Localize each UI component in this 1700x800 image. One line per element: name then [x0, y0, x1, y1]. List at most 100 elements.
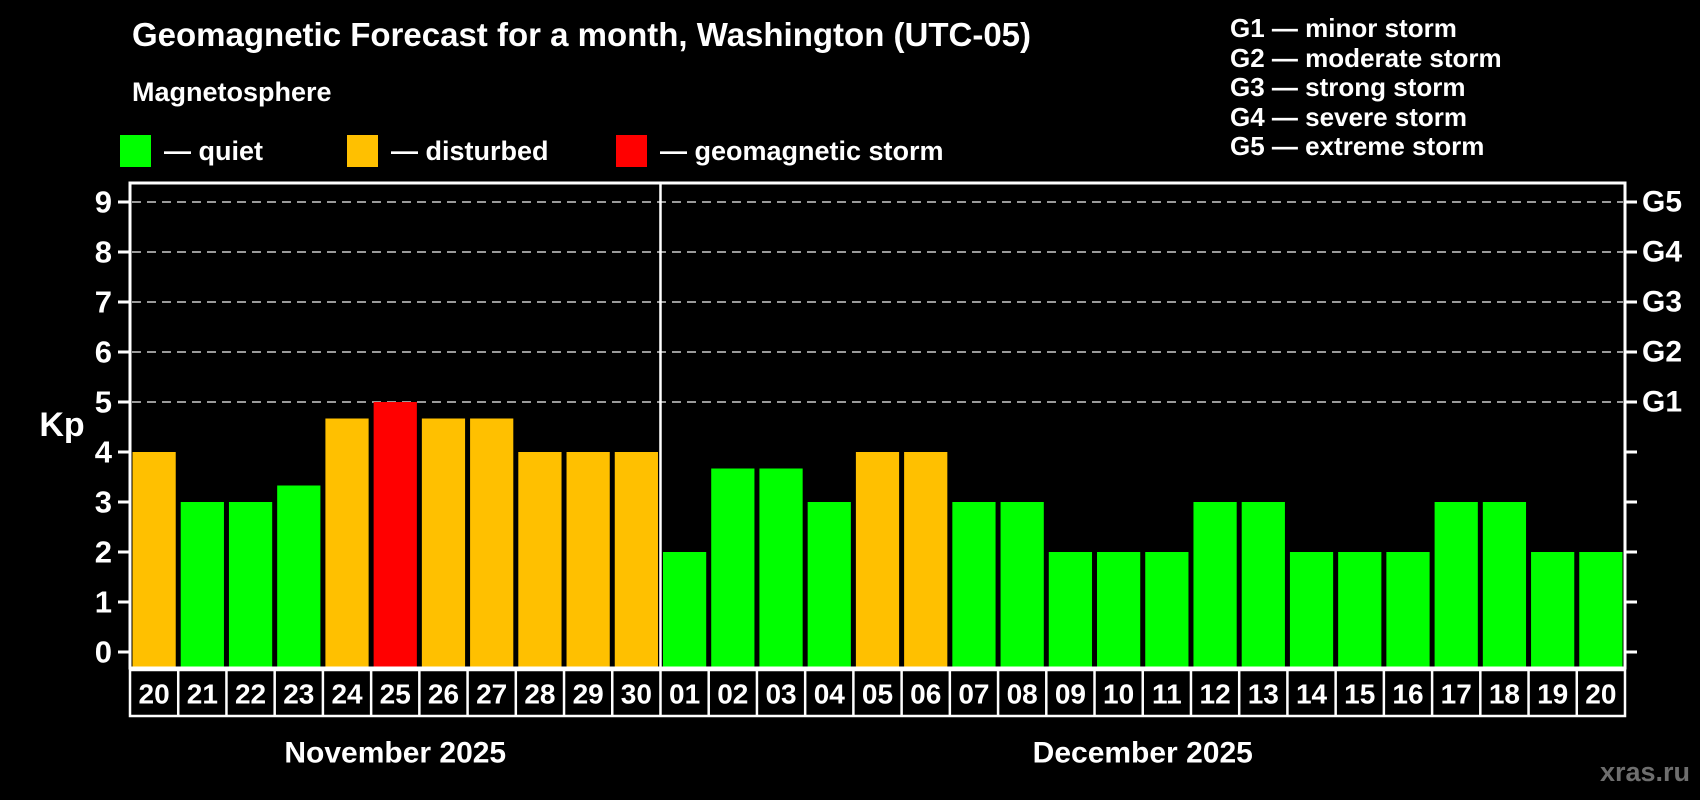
- disturbed-swatch-icon: [347, 135, 378, 167]
- kp-bar: [1145, 552, 1189, 668]
- day-label: 12: [1200, 679, 1231, 710]
- day-label: 07: [958, 679, 989, 710]
- kp-bar: [1482, 502, 1527, 668]
- g-level-label: G5: [1642, 186, 1682, 219]
- kp-bar: [1000, 502, 1044, 668]
- kp-tick-label: 5: [95, 385, 112, 420]
- day-label: 23: [283, 679, 314, 710]
- day-label: 11: [1152, 679, 1182, 710]
- day-label: 09: [1055, 679, 1086, 710]
- kp-bar: [1579, 552, 1623, 668]
- kp-tick-label: 9: [95, 185, 112, 220]
- kp-tick-label: 3: [95, 485, 112, 520]
- kp-bar: [759, 468, 803, 668]
- kp-bar: [518, 452, 562, 668]
- g4-legend-line: G4 — severe storm: [1230, 101, 1468, 132]
- day-label: 24: [331, 679, 363, 710]
- kp-bar: [1193, 502, 1237, 668]
- kp-bar: [277, 485, 321, 668]
- kp-bar: [711, 468, 755, 668]
- kp-bar: [566, 452, 610, 668]
- day-label: 13: [1248, 679, 1279, 710]
- g-level-label: G2: [1642, 336, 1682, 369]
- kp-bar: [807, 502, 851, 668]
- day-label: 08: [1007, 679, 1038, 710]
- day-label: 21: [187, 679, 218, 710]
- kp-bar: [1386, 552, 1430, 668]
- kp-tick-label: 6: [95, 335, 112, 370]
- day-label: 01: [669, 679, 700, 710]
- day-label: 30: [621, 679, 652, 710]
- kp-bar: [855, 452, 900, 668]
- g-level-label: G1: [1642, 386, 1682, 419]
- kp-axis-title: Kp: [39, 406, 84, 444]
- legend-label-storm: — geomagnetic storm: [660, 135, 944, 166]
- g-scale-legend: G1 — minor storm G2 — moderate storm G3 …: [1230, 13, 1502, 162]
- day-label: 05: [862, 679, 893, 710]
- legend-label-disturbed: — disturbed: [391, 135, 549, 166]
- kp-bar: [421, 418, 466, 668]
- g5-legend-line: G5 — extreme storm: [1230, 131, 1485, 161]
- kp-bar: [132, 452, 176, 668]
- kp-bar: [1048, 552, 1093, 668]
- day-label: 18: [1489, 679, 1520, 710]
- kp-bar: [662, 552, 707, 668]
- legend-label-quiet: — quiet: [164, 135, 263, 166]
- kp-tick-label: 2: [95, 535, 112, 570]
- g-level-label: G4: [1642, 236, 1682, 269]
- g2-legend-line: G2 — moderate storm: [1230, 42, 1502, 73]
- kp-bar: [1241, 502, 1285, 668]
- kp-bar: [1338, 552, 1382, 668]
- day-label: 17: [1441, 679, 1472, 710]
- day-label: 28: [524, 679, 555, 710]
- kp-bar: [614, 452, 658, 668]
- g3-legend-line: G3 — strong storm: [1230, 72, 1466, 102]
- day-label: 19: [1537, 679, 1568, 710]
- kp-bar: [1434, 502, 1478, 668]
- watermark: xras.ru: [1599, 757, 1690, 787]
- kp-tick-label: 8: [95, 235, 112, 270]
- g1-legend-line: G1 — minor storm: [1230, 13, 1457, 43]
- day-label: 20: [139, 679, 170, 710]
- month-label: November 2025: [284, 737, 506, 770]
- day-label: 02: [717, 679, 748, 710]
- kp-bar: [470, 418, 514, 668]
- kp-bar: [904, 452, 948, 668]
- plot-border: [128, 181, 1627, 670]
- kp-bar: [952, 502, 996, 668]
- magnetosphere-label: Magnetosphere: [132, 77, 332, 107]
- g-level-label: G3: [1642, 286, 1682, 319]
- kp-tick-label: 0: [95, 635, 112, 670]
- month-label: December 2025: [1033, 737, 1253, 770]
- legend-item-storm: — geomagnetic storm: [616, 135, 944, 167]
- kp-tick-label: 4: [95, 435, 113, 470]
- day-label: 29: [573, 679, 604, 710]
- kp-bar: [228, 502, 273, 668]
- page-title: Geomagnetic Forecast for a month, Washin…: [132, 16, 1032, 53]
- day-label: 04: [814, 679, 846, 710]
- kp-bar: [1289, 552, 1334, 668]
- day-label: 14: [1296, 679, 1328, 710]
- kp-tick-label: 1: [95, 585, 112, 620]
- day-label: 16: [1392, 679, 1423, 710]
- day-label: 06: [910, 679, 941, 710]
- day-label: 10: [1103, 679, 1134, 710]
- kp-tick-label: 7: [95, 285, 112, 320]
- day-label: 03: [765, 679, 796, 710]
- storm-swatch-icon: [616, 135, 647, 167]
- kp-bar: [180, 502, 224, 668]
- day-strip-border: [128, 668, 1627, 718]
- kp-bar: [1097, 552, 1141, 668]
- legend-item-quiet: — quiet: [120, 135, 263, 167]
- day-label: 15: [1344, 679, 1375, 710]
- day-label: 22: [235, 679, 266, 710]
- legend-item-disturbed: — disturbed: [347, 135, 549, 167]
- day-label: 26: [428, 679, 459, 710]
- day-label: 27: [476, 679, 507, 710]
- day-label: 20: [1585, 679, 1616, 710]
- kp-bar: [373, 402, 417, 668]
- day-label: 25: [380, 679, 411, 710]
- kp-bar: [325, 418, 369, 668]
